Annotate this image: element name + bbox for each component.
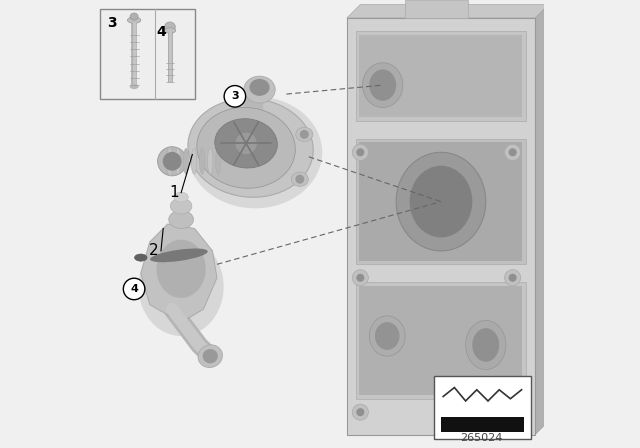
Polygon shape — [535, 4, 548, 435]
Ellipse shape — [188, 99, 313, 197]
Ellipse shape — [184, 148, 189, 174]
Circle shape — [509, 408, 516, 416]
Circle shape — [509, 274, 516, 282]
Bar — [441, 417, 524, 432]
Circle shape — [356, 408, 364, 416]
Bar — [100, 9, 195, 99]
Ellipse shape — [150, 249, 208, 262]
Ellipse shape — [134, 254, 147, 261]
Ellipse shape — [164, 28, 176, 33]
Ellipse shape — [163, 152, 182, 171]
Ellipse shape — [369, 69, 396, 101]
Ellipse shape — [296, 127, 313, 142]
Ellipse shape — [197, 108, 295, 188]
Ellipse shape — [169, 211, 193, 228]
Polygon shape — [141, 224, 217, 323]
Text: 4: 4 — [157, 25, 166, 39]
Bar — [405, 0, 468, 18]
Bar — [347, 18, 535, 435]
Text: 4: 4 — [130, 284, 138, 294]
Circle shape — [124, 278, 145, 300]
Circle shape — [356, 274, 364, 282]
Circle shape — [295, 175, 305, 184]
Ellipse shape — [375, 322, 399, 350]
Ellipse shape — [396, 152, 486, 251]
Bar — [356, 282, 526, 399]
Ellipse shape — [466, 320, 506, 370]
Ellipse shape — [215, 119, 277, 168]
Circle shape — [352, 404, 369, 420]
Ellipse shape — [369, 316, 405, 356]
Text: 3: 3 — [108, 16, 117, 30]
Ellipse shape — [291, 172, 308, 186]
Ellipse shape — [157, 147, 187, 176]
Text: 1: 1 — [169, 185, 179, 200]
Circle shape — [509, 148, 516, 156]
Polygon shape — [347, 4, 548, 18]
Ellipse shape — [164, 22, 175, 32]
Circle shape — [504, 144, 521, 160]
Circle shape — [356, 148, 364, 156]
Circle shape — [235, 132, 257, 155]
Bar — [356, 31, 526, 121]
Bar — [360, 142, 522, 261]
Ellipse shape — [250, 79, 269, 96]
Ellipse shape — [410, 166, 472, 237]
Ellipse shape — [130, 13, 138, 20]
Circle shape — [352, 270, 369, 286]
Ellipse shape — [244, 76, 275, 103]
Circle shape — [504, 404, 521, 420]
Text: 2: 2 — [149, 243, 159, 258]
Ellipse shape — [191, 148, 197, 174]
Circle shape — [300, 130, 309, 139]
Bar — [435, 376, 531, 439]
Circle shape — [224, 86, 246, 107]
Ellipse shape — [207, 148, 213, 174]
Ellipse shape — [175, 148, 180, 174]
Ellipse shape — [139, 237, 224, 336]
Circle shape — [504, 270, 521, 286]
Ellipse shape — [200, 148, 205, 174]
Ellipse shape — [198, 345, 223, 367]
Circle shape — [352, 144, 369, 160]
Ellipse shape — [362, 63, 403, 108]
Bar — [360, 35, 522, 117]
Ellipse shape — [188, 96, 323, 208]
Bar — [356, 139, 526, 264]
Ellipse shape — [170, 198, 192, 214]
Text: 265024: 265024 — [460, 433, 502, 443]
Ellipse shape — [216, 148, 221, 174]
Ellipse shape — [174, 192, 188, 202]
Ellipse shape — [157, 240, 206, 298]
Text: 3: 3 — [231, 91, 239, 101]
Bar — [360, 286, 522, 395]
Ellipse shape — [203, 349, 218, 363]
Ellipse shape — [472, 328, 499, 362]
Ellipse shape — [127, 17, 141, 23]
Ellipse shape — [166, 147, 173, 176]
Ellipse shape — [130, 84, 139, 89]
